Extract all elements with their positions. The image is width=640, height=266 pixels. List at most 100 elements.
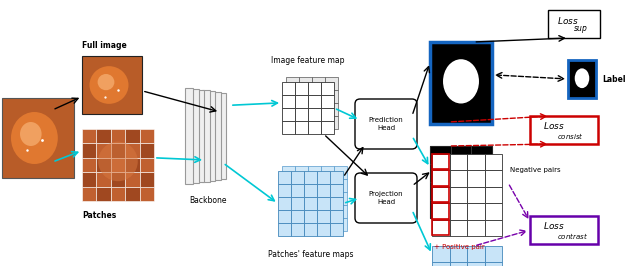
Bar [530, 216, 598, 244]
Text: + Positive pair: + Positive pair [434, 244, 484, 250]
Bar [291, 223, 304, 236]
Bar [449, 262, 467, 266]
Bar [111, 143, 125, 158]
Bar [312, 103, 325, 116]
Bar [432, 171, 449, 186]
Bar [308, 218, 321, 231]
Bar [295, 192, 308, 205]
Bar [282, 218, 295, 231]
Bar [295, 95, 308, 108]
Bar [282, 166, 295, 179]
Bar [191, 89, 198, 183]
Bar [568, 60, 596, 98]
Text: $\mathit{consist}$: $\mathit{consist}$ [557, 131, 584, 141]
Bar [432, 203, 449, 219]
Bar [140, 158, 154, 172]
Text: Patches' feature maps: Patches' feature maps [268, 250, 353, 259]
Bar [125, 187, 140, 201]
Bar [282, 192, 295, 205]
Bar [291, 171, 304, 184]
Text: Patches: Patches [82, 211, 116, 220]
Bar [282, 108, 295, 121]
Bar [321, 179, 334, 192]
Bar [432, 154, 449, 171]
Text: Backbone: Backbone [189, 196, 227, 205]
Bar [321, 192, 334, 205]
Bar [325, 90, 338, 103]
Bar [218, 93, 226, 179]
Bar [432, 220, 449, 235]
Bar [334, 192, 347, 205]
Bar [330, 223, 343, 236]
Text: $\mathit{Loss}$: $\mathit{Loss}$ [543, 120, 564, 131]
Bar [125, 143, 140, 158]
Bar [82, 129, 97, 143]
Bar [196, 90, 204, 182]
Bar [295, 205, 308, 218]
Ellipse shape [90, 66, 129, 104]
Bar [295, 179, 308, 192]
Bar [282, 82, 295, 95]
Bar [432, 262, 449, 266]
Bar [295, 108, 308, 121]
Bar [207, 91, 215, 181]
Text: $\mathit{sup}$: $\mathit{sup}$ [573, 23, 588, 35]
Bar [97, 158, 111, 172]
Bar [430, 146, 451, 164]
Bar [140, 172, 154, 187]
Bar [449, 203, 467, 220]
Text: $\mathit{contrast}$: $\mathit{contrast}$ [557, 231, 588, 241]
Bar [321, 108, 334, 121]
Bar [334, 218, 347, 231]
Bar [278, 184, 291, 197]
Bar [295, 218, 308, 231]
Bar [449, 220, 467, 236]
Bar [334, 179, 347, 192]
Bar [484, 187, 502, 203]
Bar [325, 77, 338, 90]
Bar [97, 172, 111, 187]
Bar [432, 246, 449, 262]
Bar [312, 116, 325, 129]
Bar [304, 210, 317, 223]
Bar [82, 187, 97, 201]
Bar [111, 129, 125, 143]
Bar [278, 197, 291, 210]
Bar [304, 197, 317, 210]
Bar [321, 95, 334, 108]
Bar [330, 197, 343, 210]
Bar [97, 143, 111, 158]
Bar [308, 108, 321, 121]
Ellipse shape [11, 112, 58, 164]
Bar [451, 146, 471, 164]
Bar [484, 262, 502, 266]
Bar [82, 56, 142, 114]
Bar [484, 171, 502, 187]
Bar [97, 187, 111, 201]
Bar [282, 121, 295, 134]
Bar [278, 223, 291, 236]
Bar [295, 121, 308, 134]
Bar [299, 116, 312, 129]
Bar [467, 203, 484, 220]
Bar [308, 192, 321, 205]
Bar [304, 223, 317, 236]
Bar [548, 10, 600, 38]
Bar [451, 182, 471, 200]
Bar [321, 166, 334, 179]
Bar [317, 171, 330, 184]
Bar [308, 179, 321, 192]
Bar [325, 103, 338, 116]
Bar [125, 129, 140, 143]
Bar [432, 187, 449, 203]
Bar [467, 154, 484, 171]
Bar [334, 166, 347, 179]
Bar [97, 129, 111, 143]
Text: Full image: Full image [82, 41, 127, 50]
Bar [299, 77, 312, 90]
Bar [286, 77, 299, 90]
Bar [82, 172, 97, 187]
Text: Projection
Head: Projection Head [369, 191, 403, 205]
Bar [304, 171, 317, 184]
Text: Label: Label [602, 74, 625, 84]
